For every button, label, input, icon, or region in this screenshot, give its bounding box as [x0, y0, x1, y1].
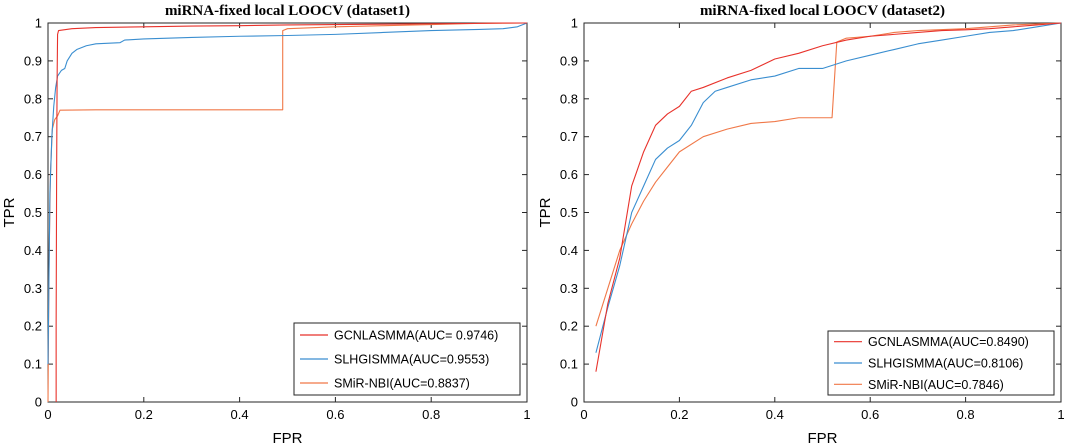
- y-tick-label: 0.2: [24, 319, 42, 334]
- chart-title: miRNA-fixed local LOOCV (dataset1): [165, 3, 410, 19]
- x-tick-label: 0.8: [422, 407, 440, 422]
- series-line-gcnlasmma: [55, 22, 527, 402]
- x-tick-label: 0.4: [766, 407, 784, 422]
- y-tick-label: 0.1: [560, 357, 578, 372]
- x-tick-label: 0: [580, 407, 587, 422]
- legend-entry: SLHGISMMA(AUC=0.9553): [334, 353, 489, 367]
- y-tick-label: 0.3: [560, 281, 578, 296]
- y-tick-label: 1: [571, 16, 578, 31]
- y-tick-label: 1: [35, 16, 42, 31]
- x-tick-label: 0: [44, 407, 51, 422]
- legend: GCNLASMMA(AUC= 0.9746) SLHGISMMA(AUC=0.95…: [293, 322, 521, 396]
- x-tick-label: 0.4: [231, 407, 249, 422]
- x-tick-label: 0.6: [326, 407, 344, 422]
- y-tick-label: 0.8: [560, 91, 578, 106]
- series-line-gcnlasmma: [595, 22, 1062, 372]
- y-tick-label: 0.6: [24, 167, 42, 182]
- x-tick-label: 0.8: [957, 407, 975, 422]
- series-line-slhgismma: [47, 22, 528, 365]
- y-tick-label: 0.4: [560, 243, 578, 258]
- x-tick-label: 0.2: [670, 407, 688, 422]
- x-tick-label: 0.6: [861, 407, 879, 422]
- y-tick-label: 0.9: [24, 53, 42, 68]
- y-tick-label: 0.7: [560, 129, 578, 144]
- y-tick-label: 0.3: [24, 281, 42, 296]
- x-axis-ticks: 0 0.2 0.4 0.6 0.8 1: [580, 23, 1065, 422]
- y-axis-label: TPR: [537, 197, 554, 227]
- y-tick-label: 0.8: [24, 91, 42, 106]
- y-tick-label: 0.4: [24, 243, 42, 258]
- series-line-smir-nbi: [595, 22, 1062, 327]
- y-axis-label: TPR: [1, 197, 18, 227]
- series-group: [47, 22, 528, 403]
- y-axis-ticks: 0 0.1 0.2 0.3 0.4 0.5 0.6 0.7 0.8 0.9 1: [24, 16, 527, 410]
- y-tick-label: 0.2: [560, 319, 578, 334]
- x-axis-label: FPR: [808, 430, 838, 446]
- series-group: [595, 22, 1062, 372]
- x-axis-label: FPR: [273, 430, 303, 446]
- y-tick-label: 0.7: [24, 129, 42, 144]
- legend-entry: GCNLASMMA(AUC= 0.9746): [334, 329, 498, 343]
- x-axis-ticks: 0 0.2 0.4 0.6 0.8 1: [44, 23, 531, 422]
- legend-box: [827, 330, 1055, 396]
- legend-entry: SMiR-NBI(AUC=0.7846): [868, 378, 1004, 392]
- y-axis-ticks: 0 0.1 0.2 0.3 0.4 0.5 0.6 0.7 0.8 0.9 1: [560, 16, 1061, 410]
- y-tick-label: 0.5: [24, 205, 42, 220]
- series-line-slhgismma: [595, 22, 1062, 353]
- y-tick-label: 0.6: [560, 167, 578, 182]
- x-tick-label: 0.2: [135, 407, 153, 422]
- y-tick-label: 0.9: [560, 53, 578, 68]
- y-tick-label: 0: [571, 395, 578, 410]
- legend-entry: SLHGISMMA(AUC=0.8106): [868, 357, 1023, 371]
- x-tick-label: 1: [523, 407, 530, 422]
- y-tick-label: 0.1: [24, 357, 42, 372]
- chart-title: miRNA-fixed local LOOCV (dataset2): [700, 3, 945, 19]
- chart-1: 0 0.2 0.4 0.6 0.8 100.10.20.30.40.50.60.70.80…: [1, 3, 531, 446]
- legend: GCNLASMMA(AUC=0.8490) SLHGISMMA(AUC=0.810…: [827, 330, 1055, 396]
- chart-2: 0 0.2 0.4 0.6 0.8 100.10.20.30.40.50.60.70.80…: [537, 3, 1065, 446]
- legend-entry: SMiR-NBI(AUC=0.8837): [334, 377, 470, 391]
- legend-entry: GCNLASMMA(AUC=0.8490): [868, 335, 1029, 349]
- x-tick-label: 1: [1057, 407, 1064, 422]
- legend-box: [293, 322, 521, 396]
- y-tick-label: 0.5: [560, 205, 578, 220]
- y-tick-label: 0: [35, 395, 42, 410]
